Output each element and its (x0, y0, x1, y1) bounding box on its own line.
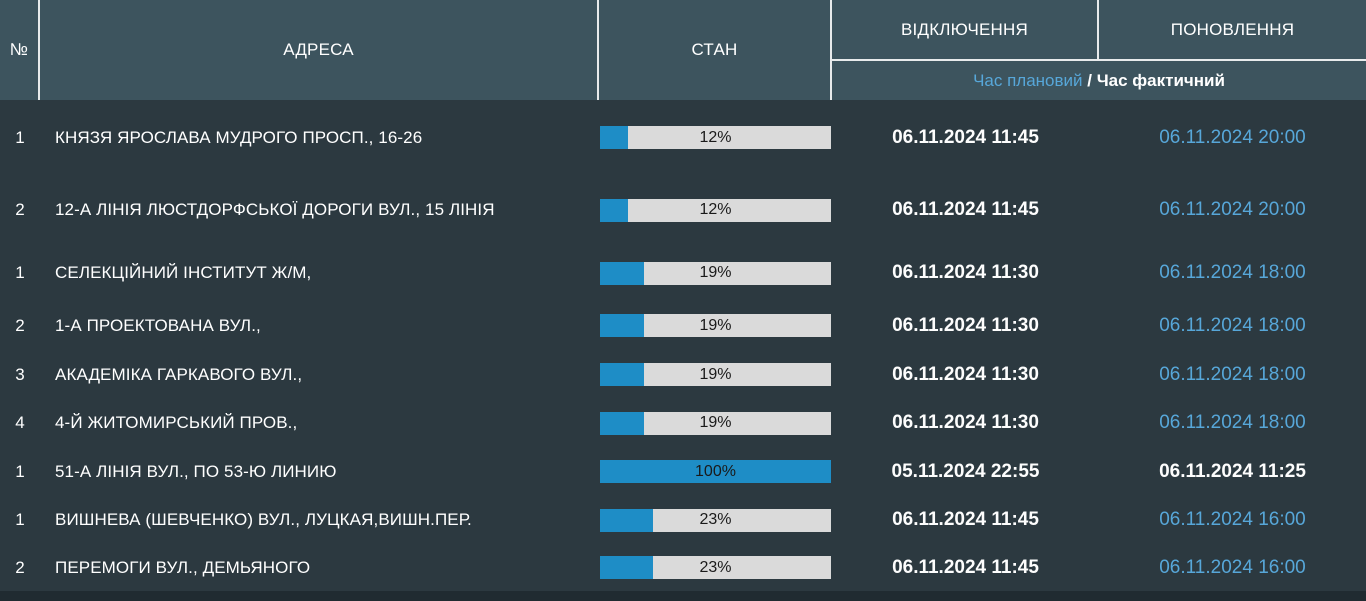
table-row: 2 ПЕРЕМОГИ ВУЛ., ДЕМЬЯНОГО 23% 06.11.202… (0, 544, 1366, 591)
state-cell: 12% (599, 198, 832, 222)
progress-bar: 100% (600, 460, 831, 483)
progress-percent-label: 12% (699, 201, 732, 218)
column-header-num: № (0, 0, 40, 100)
row-number: 2 (15, 315, 25, 335)
restoration-time: 06.11.2024 16:00 (1159, 556, 1306, 578)
table-row: 1 КНЯЗЯ ЯРОСЛАВА МУДРОГО ПРОСП., 16-26 1… (0, 100, 1366, 175)
progress-bar-fill (600, 314, 644, 337)
progress-bar: 12% (600, 126, 831, 149)
state-cell: 12% (599, 126, 832, 149)
progress-percent-label: 19% (699, 316, 732, 334)
address-text: СЕЛЕКЦІЙНИЙ ІНСТИТУТ Ж/М, (55, 263, 312, 282)
table-row: 4 4-Й ЖИТОМИРСЬКИЙ ПРОВ., 19% 06.11.2024… (0, 399, 1366, 447)
disconnection-time: 06.11.2024 11:30 (892, 412, 1039, 433)
progress-bar: 19% (600, 363, 831, 386)
disconnection-time: 06.11.2024 11:30 (892, 314, 1039, 336)
state-cell: 19% (599, 411, 832, 435)
progress-percent-label: 12% (699, 128, 732, 146)
row-number: 3 (15, 364, 25, 384)
legend-planned-time: Час плановий (973, 70, 1083, 90)
column-header-state: СТАН (599, 0, 832, 100)
column-header-restoration: ПОНОВЛЕННЯ (1170, 19, 1295, 39)
row-number: 4 (15, 413, 25, 432)
row-number: 2 (15, 200, 25, 219)
restoration-time: 06.11.2024 11:25 (1159, 460, 1306, 482)
table-row: 1 СЕЛЕКЦІЙНИЙ ІНСТИТУТ Ж/М, 19% 06.11.20… (0, 245, 1366, 301)
disconnection-time: 05.11.2024 22:55 (891, 460, 1040, 482)
progress-bar-fill (600, 363, 644, 386)
progress-bar-fill (600, 261, 644, 285)
disconnection-time: 06.11.2024 11:45 (892, 199, 1039, 220)
disconnection-time: 06.11.2024 11:45 (892, 509, 1039, 530)
column-header-address: АДРЕСА (40, 0, 599, 100)
row-number: 2 (15, 557, 25, 577)
table-header: № АДРЕСА СТАН ВІДКЛЮЧЕННЯ ПОНОВЛЕННЯ Час… (0, 0, 1366, 100)
address-text: ВИШНЕВА (ШЕВЧЕНКО) ВУЛ., ЛУЦКАЯ,ВИШН.ПЕР… (55, 510, 472, 529)
address-text: 12-А ЛІНІЯ ЛЮСТДОРФСЬКОЇ ДОРОГИ ВУЛ., 15… (55, 200, 495, 219)
disconnection-time: 06.11.2024 11:30 (892, 363, 1039, 385)
table-row: 2 12-А ЛІНІЯ ЛЮСТДОРФСЬКОЇ ДОРОГИ ВУЛ., … (0, 175, 1366, 245)
address-text: КНЯЗЯ ЯРОСЛАВА МУДРОГО ПРОСП., 16-26 (55, 127, 423, 147)
address-text: ПЕРЕМОГИ ВУЛ., ДЕМЬЯНОГО (55, 557, 311, 577)
bottom-divider (0, 591, 1366, 601)
address-text: 1-А ПРОЕКТОВАНА ВУЛ., (55, 315, 261, 335)
state-cell: 19% (599, 363, 832, 386)
row-number: 1 (15, 263, 25, 282)
progress-bar: 12% (600, 198, 831, 222)
header-time-section: ВІДКЛЮЧЕННЯ ПОНОВЛЕННЯ Час плановий / Ча… (832, 0, 1366, 100)
restoration-time: 06.11.2024 20:00 (1159, 126, 1306, 148)
disconnection-time: 06.11.2024 11:45 (892, 556, 1039, 578)
progress-percent-label: 23% (699, 558, 732, 576)
row-number: 1 (15, 510, 25, 529)
progress-bar: 19% (600, 314, 831, 337)
progress-percent-label: 19% (699, 365, 732, 383)
address-text: АКАДЕМІКА ГАРКАВОГО ВУЛ., (55, 364, 303, 384)
progress-percent-label: 100% (695, 462, 736, 480)
legend-actual-time: Час фактичний (1096, 70, 1225, 90)
restoration-time: 06.11.2024 18:00 (1159, 314, 1306, 336)
progress-bar-fill (600, 460, 831, 483)
progress-bar: 23% (600, 508, 831, 532)
progress-percent-label: 23% (699, 511, 732, 528)
restoration-time: 06.11.2024 16:00 (1159, 509, 1306, 530)
restoration-time: 06.11.2024 18:00 (1159, 262, 1306, 283)
disconnection-time: 06.11.2024 11:45 (892, 126, 1039, 148)
state-cell: 19% (599, 314, 832, 337)
progress-bar-fill (600, 198, 628, 222)
state-cell: 19% (599, 261, 832, 285)
row-number: 1 (15, 461, 25, 481)
table-row: 1 ВИШНЕВА (ШЕВЧЕНКО) ВУЛ., ЛУЦКАЯ,ВИШН.П… (0, 496, 1366, 544)
disconnection-time: 06.11.2024 11:30 (892, 262, 1039, 283)
progress-bar: 19% (600, 261, 831, 285)
state-cell: 23% (599, 556, 832, 579)
address-text: 51-А ЛІНІЯ ВУЛ., ПО 53-Ю ЛИНИЮ (55, 461, 337, 481)
legend-separator: / (1082, 70, 1097, 90)
row-number: 1 (15, 127, 25, 147)
progress-percent-label: 19% (699, 264, 732, 281)
progress-bar-fill (600, 126, 628, 149)
progress-bar-fill (600, 508, 654, 532)
restoration-time: 06.11.2024 18:00 (1159, 412, 1306, 433)
state-cell: 100% (599, 460, 832, 483)
restoration-time: 06.11.2024 20:00 (1159, 199, 1306, 220)
table-row: 1 51-А ЛІНІЯ ВУЛ., ПО 53-Ю ЛИНИЮ 100% 05… (0, 447, 1366, 496)
table-body: 1 КНЯЗЯ ЯРОСЛАВА МУДРОГО ПРОСП., 16-26 1… (0, 100, 1366, 591)
state-cell: 23% (599, 508, 832, 532)
table-row: 3 АКАДЕМІКА ГАРКАВОГО ВУЛ., 19% 06.11.20… (0, 350, 1366, 399)
progress-percent-label: 19% (699, 414, 732, 431)
progress-bar-fill (600, 411, 644, 435)
progress-bar: 23% (600, 556, 831, 579)
column-header-disconnection: ВІДКЛЮЧЕННЯ (832, 0, 1099, 59)
address-text: 4-Й ЖИТОМИРСЬКИЙ ПРОВ., (55, 413, 298, 432)
progress-bar: 19% (600, 411, 831, 435)
table-row: 2 1-А ПРОЕКТОВАНА ВУЛ., 19% 06.11.2024 1… (0, 301, 1366, 350)
progress-bar-fill (600, 556, 654, 579)
time-legend: Час плановий / Час фактичний (832, 61, 1366, 100)
restoration-time: 06.11.2024 18:00 (1159, 363, 1306, 385)
